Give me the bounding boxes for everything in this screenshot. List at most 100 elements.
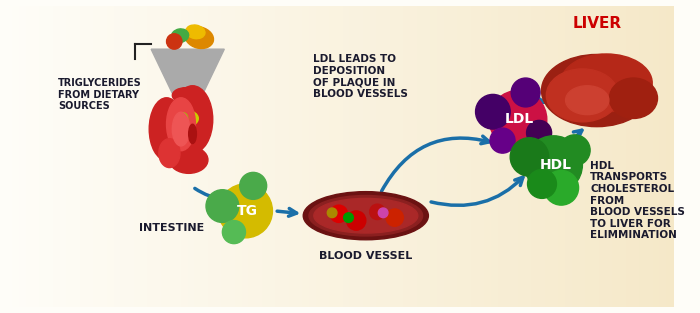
Bar (660, 6, 667, 307)
Text: LDL LEADS TO
DEPOSITION
OF PLAQUE IN
BLOOD VESSELS: LDL LEADS TO DEPOSITION OF PLAQUE IN BLO… (313, 54, 407, 99)
Ellipse shape (159, 139, 180, 167)
Bar (13, 6, 20, 307)
Circle shape (489, 90, 547, 148)
Circle shape (475, 95, 510, 129)
Bar (566, 6, 573, 307)
Bar (303, 6, 310, 307)
Circle shape (328, 208, 337, 218)
Bar (61, 6, 67, 307)
Text: BLOOD VESSEL: BLOOD VESSEL (319, 251, 412, 261)
Bar (276, 6, 283, 307)
Bar (600, 6, 606, 307)
Bar (647, 6, 654, 307)
Text: HDL: HDL (540, 158, 571, 172)
Bar (27, 6, 34, 307)
Ellipse shape (172, 86, 213, 153)
Bar (411, 6, 418, 307)
Bar (620, 6, 626, 307)
Bar (418, 6, 424, 307)
Bar (498, 6, 505, 307)
Text: INTESTINE: INTESTINE (139, 223, 204, 233)
Ellipse shape (177, 111, 198, 126)
Circle shape (346, 211, 366, 230)
Ellipse shape (546, 69, 619, 122)
Bar (391, 6, 398, 307)
Bar (533, 6, 539, 307)
Circle shape (206, 190, 239, 223)
Bar (452, 6, 458, 307)
Bar (512, 6, 519, 307)
Bar (613, 6, 620, 307)
Circle shape (378, 208, 388, 218)
Ellipse shape (189, 124, 197, 143)
Ellipse shape (561, 54, 652, 112)
Bar (135, 6, 141, 307)
Bar (209, 6, 216, 307)
Bar (310, 6, 316, 307)
Bar (108, 6, 115, 307)
Ellipse shape (172, 29, 188, 43)
Circle shape (525, 136, 582, 193)
Circle shape (370, 204, 385, 219)
Bar (141, 6, 148, 307)
Circle shape (528, 170, 556, 198)
Bar (587, 6, 593, 307)
Bar (202, 6, 209, 307)
Bar (94, 6, 101, 307)
Bar (175, 6, 182, 307)
Ellipse shape (314, 198, 418, 233)
Ellipse shape (172, 88, 199, 103)
Polygon shape (181, 97, 195, 112)
Bar (182, 6, 189, 307)
Circle shape (167, 34, 182, 49)
Bar (88, 6, 94, 307)
Bar (189, 6, 195, 307)
Text: TRIGLYCERIDES
FROM DIETARY
SOURCES: TRIGLYCERIDES FROM DIETARY SOURCES (58, 78, 141, 111)
Bar (7, 6, 13, 307)
Bar (351, 6, 357, 307)
Bar (0, 6, 7, 307)
Bar (505, 6, 512, 307)
Bar (81, 6, 88, 307)
Bar (519, 6, 526, 307)
Bar (101, 6, 108, 307)
Circle shape (544, 171, 579, 205)
Circle shape (386, 209, 403, 226)
Bar (243, 6, 249, 307)
Bar (438, 6, 444, 307)
Text: LIVER: LIVER (573, 16, 622, 31)
Ellipse shape (610, 78, 657, 119)
Bar (34, 6, 41, 307)
Bar (256, 6, 262, 307)
Bar (47, 6, 54, 307)
Bar (74, 6, 81, 307)
Circle shape (239, 172, 267, 199)
Bar (546, 6, 552, 307)
Bar (54, 6, 61, 307)
Bar (67, 6, 74, 307)
Bar (223, 6, 229, 307)
Bar (229, 6, 236, 307)
Ellipse shape (186, 25, 205, 39)
Ellipse shape (169, 146, 208, 173)
Bar (552, 6, 559, 307)
Circle shape (559, 135, 590, 166)
Bar (121, 6, 128, 307)
Bar (337, 6, 344, 307)
Circle shape (218, 184, 272, 238)
Bar (344, 6, 351, 307)
Bar (41, 6, 47, 307)
Bar (559, 6, 566, 307)
Bar (424, 6, 431, 307)
Bar (377, 6, 384, 307)
Circle shape (511, 78, 540, 107)
Bar (270, 6, 276, 307)
Ellipse shape (178, 113, 188, 124)
Bar (148, 6, 155, 307)
Bar (626, 6, 634, 307)
Bar (169, 6, 175, 307)
Bar (370, 6, 377, 307)
Bar (526, 6, 533, 307)
Bar (283, 6, 290, 307)
Bar (20, 6, 27, 307)
